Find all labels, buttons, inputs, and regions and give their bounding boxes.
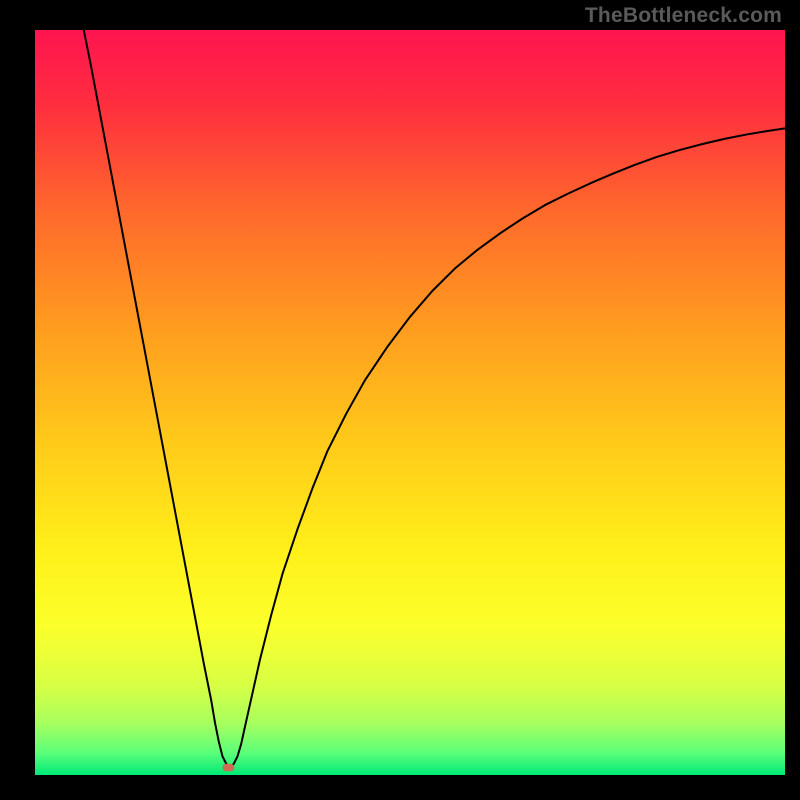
chart-border-right <box>785 0 800 800</box>
bottleneck-chart <box>0 0 800 800</box>
optimum-marker <box>223 764 235 771</box>
chart-border-bottom <box>0 775 800 800</box>
chart-border-left <box>0 0 35 800</box>
watermark-text: TheBottleneck.com <box>585 4 782 28</box>
chart-background-gradient <box>35 30 785 775</box>
